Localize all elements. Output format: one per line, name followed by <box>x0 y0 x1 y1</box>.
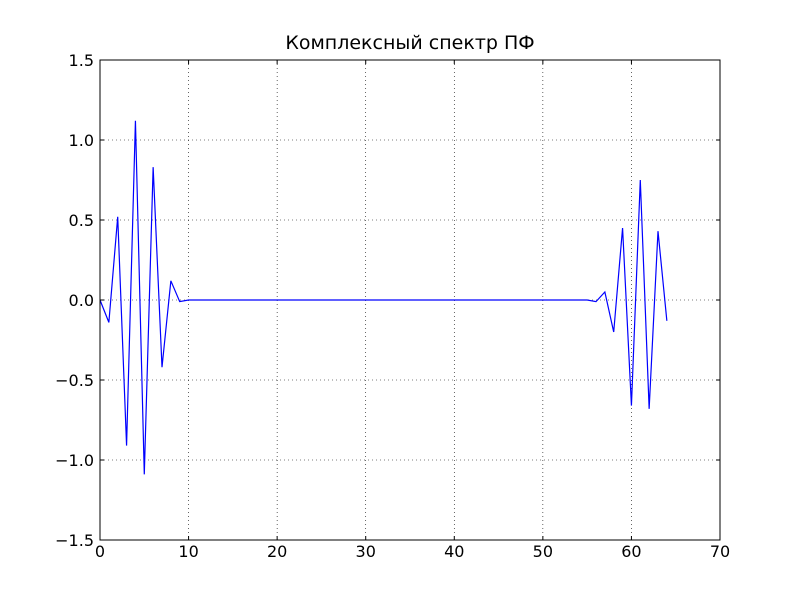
y-tick-label: −1.0 <box>55 451 94 470</box>
x-tick-label: 20 <box>267 542 287 561</box>
y-tick-label: 0.5 <box>69 211 94 230</box>
y-tick-label: 1.5 <box>69 51 94 70</box>
y-tick-label: 0.0 <box>69 291 94 310</box>
x-tick-label: 10 <box>178 542 198 561</box>
x-tick-label: 70 <box>710 542 730 561</box>
y-tick-label: −0.5 <box>55 371 94 390</box>
chart-title: Комплексный спектр ПФ <box>285 32 534 54</box>
x-tick-label: 60 <box>621 542 641 561</box>
series-line <box>99 120 668 475</box>
y-tick-label: −1.5 <box>55 531 94 550</box>
x-tick-label: 40 <box>444 542 464 561</box>
x-tick-label: 30 <box>356 542 376 561</box>
y-tick-label: 1.0 <box>69 131 94 150</box>
axis-tick-labels: 0 10 20 30 40 50 60 70 1.5 1.0 0.5 0.0 −0.5 −1.0 −1.5 <box>55 51 730 561</box>
axis-ticks <box>99 59 721 541</box>
x-tick-label: 0 <box>95 542 105 561</box>
series-group <box>99 120 668 475</box>
x-tick-label: 50 <box>533 542 553 561</box>
